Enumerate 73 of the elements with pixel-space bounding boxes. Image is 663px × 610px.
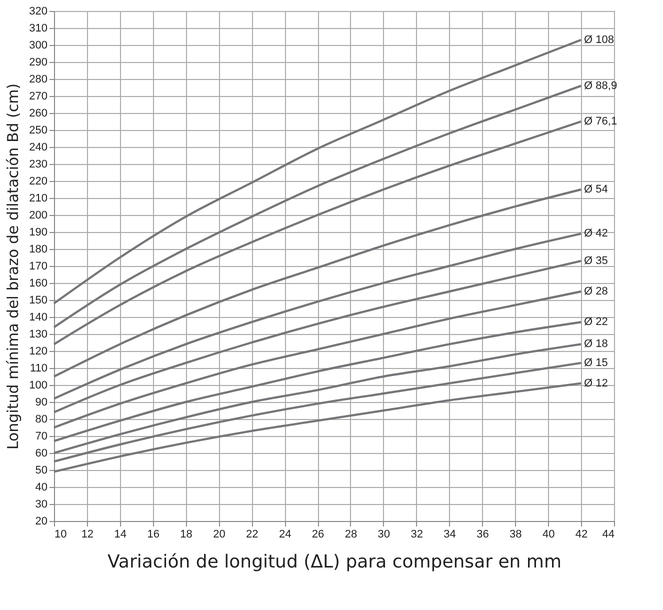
x-tick-label: 44 (602, 528, 614, 540)
x-tick-label: 26 (312, 528, 324, 540)
y-tick-label: 170 (29, 260, 48, 272)
line-series (52, 260, 582, 414)
y-tick-label: 80 (35, 414, 48, 426)
series-label: Ø 15 (584, 356, 608, 369)
series-label: Ø 108 (584, 34, 614, 46)
y-tick-label: 230 (29, 158, 48, 170)
x-axis-title: Variación de longitud (ΔL) para compensar en mm (108, 552, 562, 572)
line-series (52, 120, 582, 346)
series-label: Ø 42 (584, 228, 608, 240)
series-label: Ø 35 (584, 254, 608, 267)
y-tick-label: 280 (29, 74, 48, 86)
y-tick-label: 140 (29, 312, 48, 324)
y-tick-label: 90 (35, 396, 48, 408)
line-series (52, 321, 582, 442)
y-axis-title: Longitud mínima del brazo de dilatación Bd (cm) (4, 83, 22, 450)
y-tick-label: 260 (29, 108, 48, 120)
x-tick-label: 20 (213, 528, 226, 540)
y-tick-label: 200 (29, 210, 48, 222)
line-series (52, 343, 582, 454)
line-series (52, 38, 582, 304)
y-tick-label: 30 (35, 498, 48, 510)
line-series (52, 362, 582, 463)
x-tick-label: 18 (180, 528, 192, 540)
series-label: Ø 28 (584, 286, 608, 298)
y-tick-label: 250 (29, 124, 48, 136)
y-tick-label: 310 (29, 22, 48, 34)
line-series (52, 382, 582, 473)
x-tick-label: 40 (542, 528, 555, 540)
y-tick-label: 180 (29, 244, 48, 256)
line-series (52, 188, 582, 378)
series-label: Ø 12 (584, 377, 608, 390)
y-tick-label: 70 (35, 430, 48, 442)
x-tick-label: 42 (575, 528, 588, 540)
y-tick-label: 220 (29, 176, 48, 188)
x-tick-label: 38 (510, 528, 522, 540)
y-tick-label: 320 (29, 6, 48, 18)
line-series (52, 290, 582, 429)
x-tick-label: 16 (147, 528, 160, 540)
y-tick-label: 100 (29, 380, 48, 392)
y-tick-label: 190 (29, 226, 48, 238)
series-label: Ø 22 (584, 316, 608, 328)
y-tick-label: 130 (29, 328, 48, 340)
y-tick-label: 150 (29, 294, 48, 306)
line-series (52, 232, 582, 400)
y-tick-label: 110 (30, 362, 48, 374)
x-tick-label: 24 (278, 528, 292, 540)
series-label: Ø 54 (584, 184, 608, 196)
y-tick-label: 160 (29, 278, 48, 290)
y-tick-label: 210 (29, 192, 48, 204)
y-tick-label: 270 (29, 90, 48, 102)
x-tick-label: 28 (344, 528, 358, 540)
x-tick-label: 12 (81, 528, 94, 540)
x-tick-label: 22 (246, 528, 258, 540)
line-series (52, 84, 582, 328)
series-label: Ø 76,1 (584, 116, 618, 128)
x-tick-label: 14 (114, 528, 127, 540)
y-tick-label: 300 (29, 40, 48, 52)
x-tick-label: 30 (378, 528, 390, 540)
y-tick-label: 240 (29, 142, 48, 154)
y-tick-label: 290 (29, 56, 48, 68)
x-tick-label: 32 (410, 528, 423, 540)
y-tick-label: 120 (29, 346, 48, 358)
series-label: Ø 88,9 (584, 80, 618, 92)
x-tick-label: 34 (444, 528, 456, 540)
x-tick-label: 36 (476, 528, 489, 540)
y-tick-label: 50 (35, 464, 48, 476)
y-tick-label: 60 (35, 448, 48, 460)
x-tick-label: 10 (54, 528, 67, 540)
series-label: Ø 18 (584, 338, 608, 350)
y-tick-label: 20 (35, 516, 48, 528)
y-tick-label: 40 (35, 482, 48, 494)
